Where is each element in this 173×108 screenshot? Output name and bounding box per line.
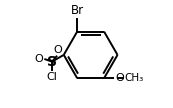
Text: Cl: Cl — [47, 72, 58, 82]
Text: CH₃: CH₃ — [124, 73, 144, 83]
Text: O: O — [53, 45, 62, 55]
Text: O: O — [35, 54, 43, 64]
Text: O: O — [115, 73, 124, 83]
Text: Br: Br — [71, 4, 84, 17]
Text: S: S — [47, 55, 57, 69]
